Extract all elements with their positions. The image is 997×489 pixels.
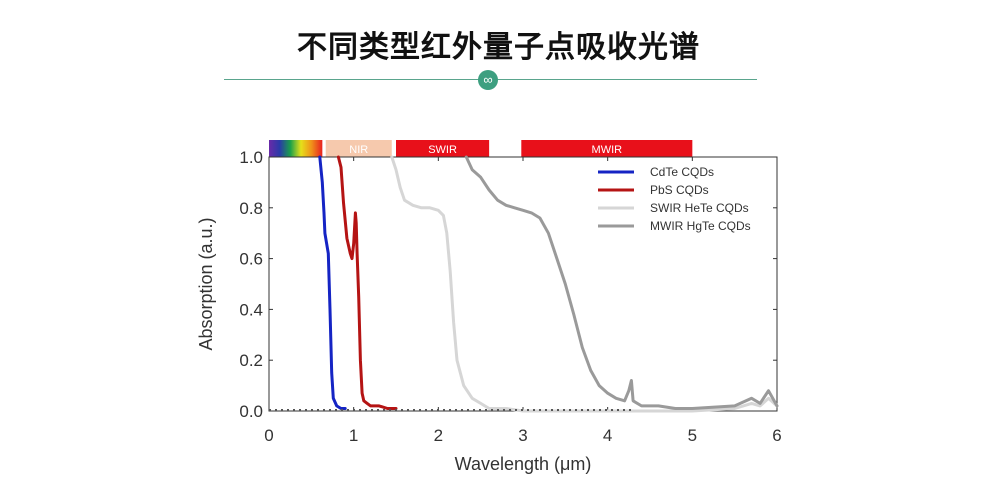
y-tick-label: 0.0: [239, 402, 263, 421]
series-line-2: [390, 155, 779, 413]
band-label-mwir: MWIR: [592, 144, 623, 156]
x-tick-label: 4: [603, 426, 612, 445]
x-tick-label: 1: [349, 426, 358, 445]
spectral-bands: NIR SWIR MWIR: [269, 140, 693, 157]
y-axis-title: Absorption (a.u.): [196, 217, 216, 350]
series-line-0: [318, 155, 347, 410]
legend: CdTe CQDs PbS CQDs SWIR HeTe CQDs MWIR HgTe…: [598, 165, 751, 233]
y-tick-label: 0.6: [239, 250, 263, 269]
infinity-icon: ∞: [478, 70, 498, 90]
series-line-3: [464, 155, 779, 410]
y-tick-label: 0.4: [239, 300, 263, 319]
series-line-1: [336, 155, 398, 410]
x-tick-label: 0: [264, 426, 273, 445]
band-swir: [396, 140, 490, 157]
band-label-swir: SWIR: [428, 144, 457, 156]
y-tick-label: 1.0: [239, 148, 263, 167]
x-tick-label: 2: [434, 426, 443, 445]
legend-label: PbS CQDs: [650, 183, 709, 197]
x-tick-label: 5: [688, 426, 697, 445]
x-tick-label: 6: [772, 426, 781, 445]
band-visible: [269, 140, 323, 157]
y-tick-label: 0.8: [239, 199, 263, 218]
data-series: [269, 155, 779, 413]
x-axis-title: Wavelength (μm): [455, 454, 592, 474]
axis-ticks: 0 1 2 3 4 5 6 0.0 0.2 0.4 0.6 0.8 1.0: [239, 148, 781, 445]
y-tick-label: 0.2: [239, 351, 263, 370]
page-title: 不同类型红外量子点吸收光谱: [297, 30, 700, 65]
legend-label: MWIR HgTe CQDs: [650, 219, 751, 233]
legend-label: CdTe CQDs: [650, 165, 714, 179]
band-label-nir: NIR: [349, 144, 368, 156]
band-nir: [325, 140, 392, 157]
x-tick-label: 3: [518, 426, 527, 445]
legend-label: SWIR HeTe CQDs: [650, 201, 749, 215]
band-mwir: [521, 140, 693, 157]
